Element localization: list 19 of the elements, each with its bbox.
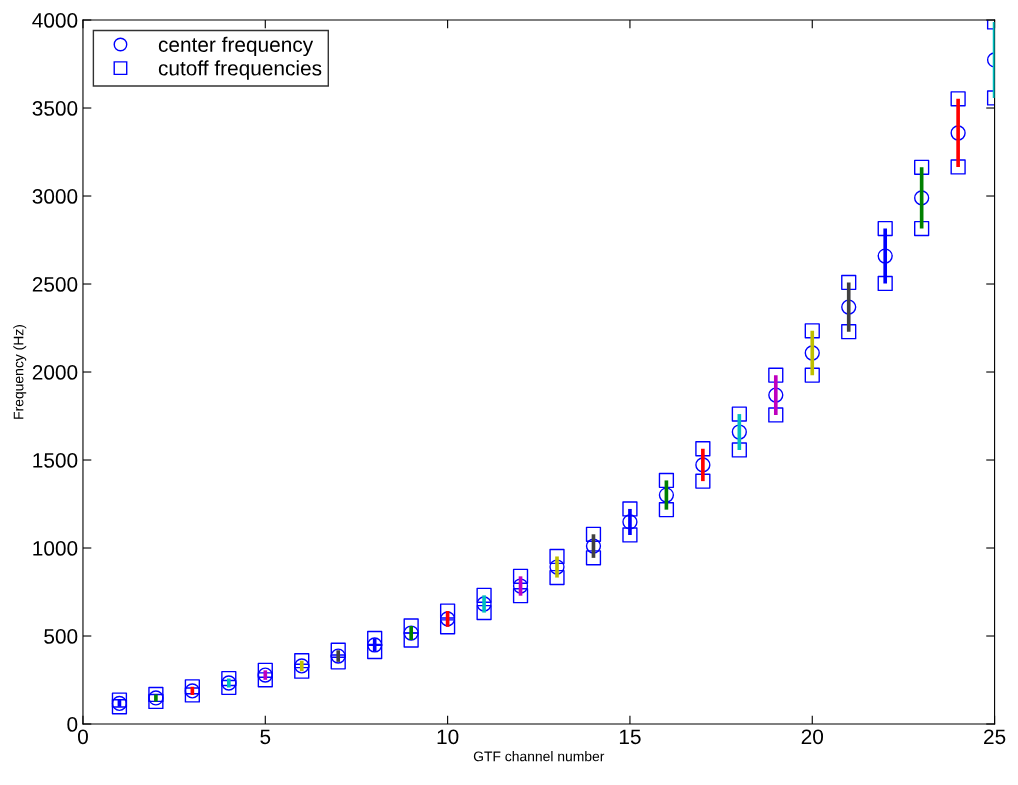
- legend-label: center frequency: [158, 36, 314, 57]
- y-tick-label: 3000: [32, 189, 78, 204]
- x-tick-label: 20: [801, 729, 824, 745]
- y-tick-label: 0: [67, 717, 78, 732]
- y-tick-label: 500: [44, 629, 78, 644]
- x-tick-label: 5: [260, 729, 271, 745]
- x-tick-label: 10: [437, 729, 459, 745]
- y-tick-label: 2000: [32, 365, 78, 380]
- y-tick-label: 1500: [33, 453, 78, 468]
- x-tick-label: 0: [77, 729, 88, 745]
- y-axis-title: Frequency (Hz): [13, 325, 27, 419]
- x-tick-label: 15: [619, 729, 641, 745]
- y-tick-label: 2500: [32, 277, 78, 292]
- y-tick-label: 1000: [33, 541, 78, 556]
- x-tick-label: 25: [984, 729, 1006, 745]
- y-tick-label: 4000: [32, 13, 78, 28]
- x-axis-title: GTF channel number: [473, 751, 605, 762]
- legend-label: cutoff frequencies: [158, 60, 322, 80]
- y-tick-label: 3500: [32, 101, 78, 116]
